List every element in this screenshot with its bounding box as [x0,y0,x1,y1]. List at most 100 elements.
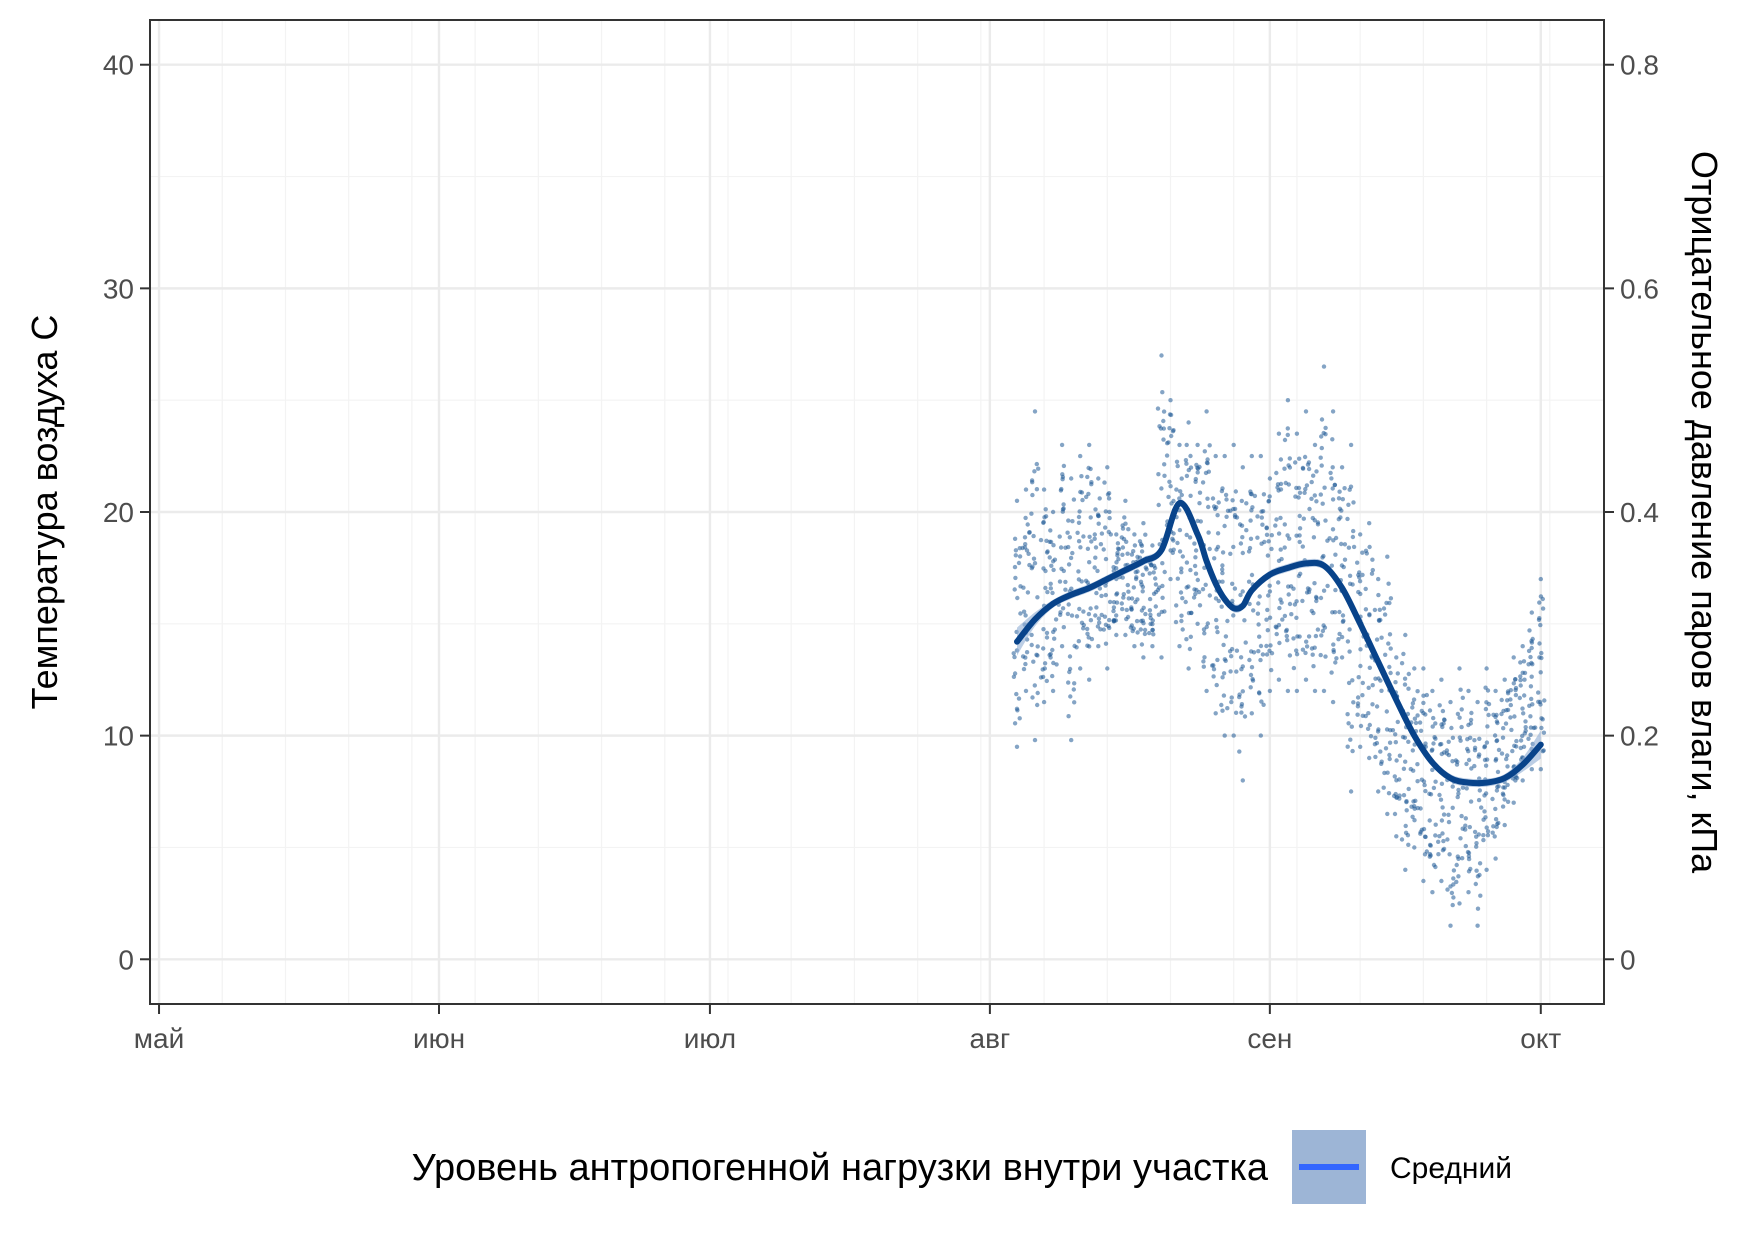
data-point [1283,480,1289,486]
data-point [1496,820,1501,826]
data-point [1382,612,1388,617]
data-point [1132,532,1137,537]
data-point [1237,692,1242,697]
data-point [1234,669,1239,674]
data-point [1494,788,1500,793]
data-point [1291,636,1296,641]
data-point [1186,420,1191,425]
data-point [1401,766,1407,771]
data-point [1162,569,1167,575]
data-point [1332,482,1338,488]
data-point [1482,793,1487,798]
data-point [1330,497,1336,502]
data-point [1179,570,1184,575]
data-point [1450,902,1455,908]
data-point [1102,480,1107,485]
data-point [1314,598,1319,604]
data-point [1374,740,1380,746]
data-point [1303,486,1308,492]
y-left-tick-label: 30 [103,273,134,304]
data-point [1333,587,1338,593]
data-point [1238,655,1244,660]
data-point [1511,681,1517,686]
data-point [1437,834,1442,839]
data-point [1114,613,1119,618]
data-point [1282,437,1288,443]
data-point [1501,708,1506,714]
data-point [1406,671,1412,677]
data-point [1074,645,1079,650]
data-point [1342,557,1348,562]
data-point [1229,699,1234,705]
data-point [1481,837,1486,843]
data-point [1246,549,1252,554]
data-point [1346,721,1351,726]
data-point [1418,831,1423,836]
data-point [1162,473,1167,478]
data-point [1463,816,1469,821]
data-point [1200,587,1206,592]
data-point [1077,606,1082,612]
data-point [1541,748,1546,753]
data-point [1066,544,1071,550]
data-point [1493,714,1498,720]
data-point [1153,576,1158,581]
data-point [1120,606,1125,612]
data-point [1120,552,1125,557]
data-point [1526,648,1532,654]
data-point [1496,747,1502,753]
data-point [1350,678,1355,683]
data-point [1300,466,1306,471]
data-point [1195,442,1200,448]
data-point [1057,534,1062,539]
data-point [1147,596,1153,602]
data-point [1413,720,1419,726]
data-point [1188,634,1194,639]
data-point [1086,465,1091,471]
data-point [1482,809,1487,814]
data-point [1423,834,1428,840]
data-point [1318,492,1324,497]
data-point [1509,727,1514,733]
data-point [1159,655,1164,660]
data-point [1388,646,1393,651]
data-point [1215,629,1220,635]
data-point [1294,652,1300,657]
data-point [1135,597,1140,602]
data-point [1450,759,1455,764]
data-point [1484,740,1490,745]
data-point [1378,749,1383,754]
data-point [1197,464,1202,470]
data-point [1312,688,1318,694]
data-point [1140,589,1145,594]
data-point [1076,520,1082,525]
data-point [1445,887,1450,892]
data-point [1529,674,1534,679]
data-point [1319,463,1324,468]
data-point [1202,655,1207,660]
data-point [1345,639,1351,644]
data-point [1094,590,1099,596]
data-point [1044,678,1050,684]
data-point [1422,782,1427,788]
data-point [1409,804,1414,809]
data-point [1267,615,1273,620]
data-point [1267,648,1272,653]
data-point [1442,717,1447,722]
data-point [1114,591,1120,596]
data-point [1287,456,1293,461]
data-point [1302,454,1308,460]
data-point [1403,759,1408,764]
x-tick-label: авг [970,1023,1011,1054]
data-point [1341,618,1346,623]
data-point [1526,662,1531,667]
data-point [1125,551,1130,556]
data-point [1325,583,1330,589]
data-point [1485,829,1491,834]
data-point [1012,721,1018,726]
data-point [1014,706,1020,711]
data-point [1038,537,1044,543]
data-point [1402,676,1408,681]
data-point [1059,486,1064,492]
data-point [1280,617,1285,622]
